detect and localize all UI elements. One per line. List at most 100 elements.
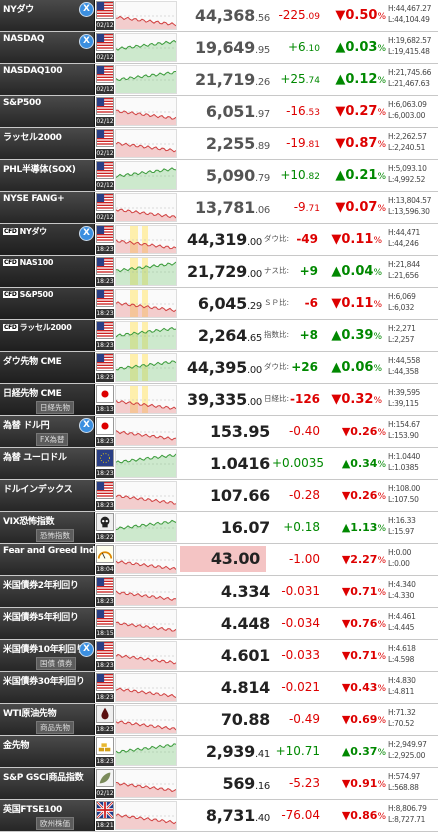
- sub-link[interactable]: 欧州株価: [36, 817, 74, 830]
- ticker-label[interactable]: CFD S&P500: [0, 288, 95, 319]
- ticker-label[interactable]: S&P500: [0, 96, 95, 127]
- ticker-row[interactable]: NYダウ X 02/12 44,368.56 -225.09 ▼0.50% H:44,467…: [0, 0, 438, 32]
- ticker-row[interactable]: 米国債券5年利回り 18:15 4.448 -0.034 ▼0.76% H:4.461 L:…: [0, 608, 438, 640]
- ticker-row[interactable]: ドルインデックス 18:23 107.66 -0.28 ▼0.26% H:108.00 L:…: [0, 480, 438, 512]
- sparkline-chart[interactable]: [115, 481, 177, 510]
- ticker-row[interactable]: 為替 ユーロドル 18:23 1.0416 +0.0035 ▲0.34% H:1.0440…: [0, 448, 438, 480]
- sparkline-chart[interactable]: [115, 193, 177, 222]
- sub-link[interactable]: FX為替: [36, 433, 69, 446]
- sparkline-chart[interactable]: [115, 417, 177, 446]
- sub-link[interactable]: 国債 債券: [36, 657, 77, 670]
- ticker-row[interactable]: NYSE FANG+ 02/12 13,781.06 -9.71 ▼0.07% H:13,…: [0, 192, 438, 224]
- sparkline-chart[interactable]: [115, 225, 177, 254]
- ticker-label[interactable]: Fear and Greed Index: [0, 544, 107, 575]
- sparkline-chart[interactable]: [115, 385, 177, 414]
- ticker-row[interactable]: 米国債券10年利回り X 国債 債券 18:23 4.601 -0.033 ▼0.71% H:…: [0, 640, 438, 672]
- ticker-row[interactable]: CFD NYダウ X 18:23 44,319.00 ダウ比: -49 ▼0.11% H:44,…: [0, 224, 438, 256]
- sparkline-chart[interactable]: [115, 321, 177, 350]
- ticker-row[interactable]: 米国債券2年利回り 18:23 4.334 -0.031 ▼0.71% H:4.340 L:…: [0, 576, 438, 608]
- ticker-label[interactable]: 米国債券2年利回り: [0, 576, 95, 607]
- ticker-row[interactable]: S&P500 02/12 6,051.97 -16.53 ▼0.27% H:6,063.0…: [0, 96, 438, 128]
- ticker-label[interactable]: S&P GSCI商品指数: [0, 768, 95, 799]
- twitter-x-icon[interactable]: X: [79, 418, 94, 433]
- sparkline-chart[interactable]: [115, 641, 177, 670]
- ticker-label[interactable]: CFD ラッセル2000: [0, 320, 95, 351]
- twitter-x-icon[interactable]: X: [79, 642, 94, 657]
- ticker-row[interactable]: VIX恐怖指数 恐怖指数 18:22 16.07 +0.18 ▲1.13% H:16.33 L…: [0, 512, 438, 544]
- ticker-row[interactable]: NASDAQ X 02/12 19,649.95 +6.10 ▲0.03% H:19,682…: [0, 32, 438, 64]
- sparkline-chart[interactable]: [115, 673, 177, 702]
- ticker-label[interactable]: 米国債券10年利回り X 国債 債券: [0, 640, 95, 671]
- ticker-label[interactable]: CFD NAS100: [0, 256, 95, 287]
- price-main: 2,264: [197, 326, 247, 345]
- sparkline-chart[interactable]: [115, 545, 177, 574]
- ticker-label[interactable]: NYダウ X: [0, 0, 95, 31]
- ticker-row[interactable]: CFD ラッセル2000 18:23 2,264.65 指数比: +8 ▲0.39% H:2,…: [0, 320, 438, 352]
- ticker-label[interactable]: NYSE FANG+: [0, 192, 95, 223]
- ticker-label[interactable]: ラッセル2000: [0, 128, 95, 159]
- ticker-label[interactable]: PHL半導体(SOX): [0, 160, 95, 191]
- low-value: L:2,240.51: [388, 143, 426, 152]
- timestamp: 18:23: [96, 469, 114, 478]
- twitter-x-icon[interactable]: X: [79, 34, 94, 49]
- ticker-label[interactable]: 為替 ドル円 X FX為替: [0, 416, 95, 447]
- sub-link[interactable]: 恐怖指数: [36, 529, 74, 542]
- sparkline-chart[interactable]: [115, 65, 177, 94]
- ticker-row[interactable]: 日経先物 CME 日経先物 18:13 39,335.00 日経比: -126 ▼0.32%…: [0, 384, 438, 416]
- ticker-row[interactable]: 為替 ドル円 X FX為替 18:23 153.95 -0.40 ▼0.26% H:154.6…: [0, 416, 438, 448]
- ticker-label[interactable]: VIX恐怖指数 恐怖指数: [0, 512, 95, 543]
- sparkline-chart[interactable]: [115, 33, 177, 62]
- sub-link[interactable]: 日経先物: [36, 401, 74, 414]
- price: 19,649.95: [178, 32, 270, 63]
- ticker-label[interactable]: WTI原油先物 商品先物: [0, 704, 95, 735]
- ticker-label[interactable]: ドルインデックス: [0, 480, 95, 511]
- sparkline-chart[interactable]: [115, 705, 177, 734]
- ticker-label[interactable]: CFD NYダウ X: [0, 224, 95, 255]
- sparkline-chart[interactable]: [115, 1, 177, 30]
- ticker-row[interactable]: ダウ先物 CME 18:23 44,395.00 ダウ比: +26 ▲0.06% H:44,…: [0, 352, 438, 384]
- ticker-row[interactable]: CFD S&P500 18:23 6,045.29 ＳＰ比: -6 ▼0.11% H:6,06…: [0, 288, 438, 320]
- sparkline-chart[interactable]: [115, 609, 177, 638]
- ticker-row[interactable]: 英国FTSE100 欧州株価 18:21 8,731.40 -76.04 ▼0.86% H:…: [0, 800, 438, 832]
- ticker-label[interactable]: ダウ先物 CME: [0, 352, 95, 383]
- price: 4.814: [178, 672, 270, 703]
- ticker-row[interactable]: PHL半導体(SOX) 02/12 5,090.79 +10.82 ▲0.21% H:5,…: [0, 160, 438, 192]
- ticker-label[interactable]: 英国FTSE100 欧州株価: [0, 800, 95, 831]
- ticker-row[interactable]: NASDAQ100 02/12 21,719.26 +25.74 ▲0.12% H:21,…: [0, 64, 438, 96]
- ticker-label[interactable]: NASDAQ X: [0, 32, 95, 63]
- ticker-row[interactable]: CFD NAS100 18:23 21,729.00 ナス比: +9 ▲0.04% H:21,…: [0, 256, 438, 288]
- ticker-label[interactable]: 米国債券5年利回り: [0, 608, 95, 639]
- ticker-name-text: ラッセル2000: [19, 323, 72, 332]
- sparkline-chart[interactable]: [115, 577, 177, 606]
- change-main: -19: [286, 136, 306, 150]
- ticker-label[interactable]: 米国債券30年利回り: [0, 672, 95, 703]
- ticker-label[interactable]: 金先物: [0, 736, 95, 767]
- twitter-x-icon[interactable]: X: [79, 2, 94, 17]
- sparkline-chart[interactable]: [115, 289, 177, 318]
- sparkline-chart[interactable]: [115, 801, 177, 830]
- low-value: L:4.811: [388, 687, 415, 696]
- twitter-x-icon[interactable]: X: [79, 226, 94, 241]
- sparkline-chart[interactable]: [115, 353, 177, 382]
- sparkline-chart[interactable]: [115, 769, 177, 798]
- sparkline-chart[interactable]: [115, 161, 177, 190]
- ticker-row[interactable]: Fear and Greed Index 18:04 43.00 -1.00 ▼2.27…: [0, 544, 438, 576]
- sparkline-chart[interactable]: [115, 129, 177, 158]
- sparkline-chart[interactable]: [115, 257, 177, 286]
- sub-link[interactable]: 商品先物: [36, 721, 74, 734]
- ticker-row[interactable]: ラッセル2000 02/12 2,255.89 -19.81 ▼0.87% H:2,262…: [0, 128, 438, 160]
- ticker-row[interactable]: WTI原油先物 商品先物 18:23 70.88 -0.49 ▼0.69% H:71.32 L…: [0, 704, 438, 736]
- ticker-row[interactable]: 金先物 18:23 2,939.41 +10.71 ▲0.37% H:2,949.97 L:…: [0, 736, 438, 768]
- ticker-row[interactable]: 米国債券30年利回り 18:23 4.814 -0.021 ▼0.43% H:4.830 L…: [0, 672, 438, 704]
- percent-sign: %: [377, 44, 386, 54]
- ticker-label[interactable]: 為替 ユーロドル: [0, 448, 95, 479]
- price-main: 44,395: [187, 358, 247, 377]
- ticker-label[interactable]: 日経先物 CME 日経先物: [0, 384, 95, 415]
- sparkline-chart[interactable]: [115, 449, 177, 478]
- sparkline-chart[interactable]: [115, 737, 177, 766]
- ticker-label[interactable]: NASDAQ100: [0, 64, 95, 95]
- sparkline-chart[interactable]: [115, 513, 177, 542]
- sparkline-chart[interactable]: [115, 97, 177, 126]
- ticker-row[interactable]: S&P GSCI商品指数 02/12 569.16 -5.23 ▼0.91% H:574.…: [0, 768, 438, 800]
- change-value: -19.81: [272, 128, 320, 159]
